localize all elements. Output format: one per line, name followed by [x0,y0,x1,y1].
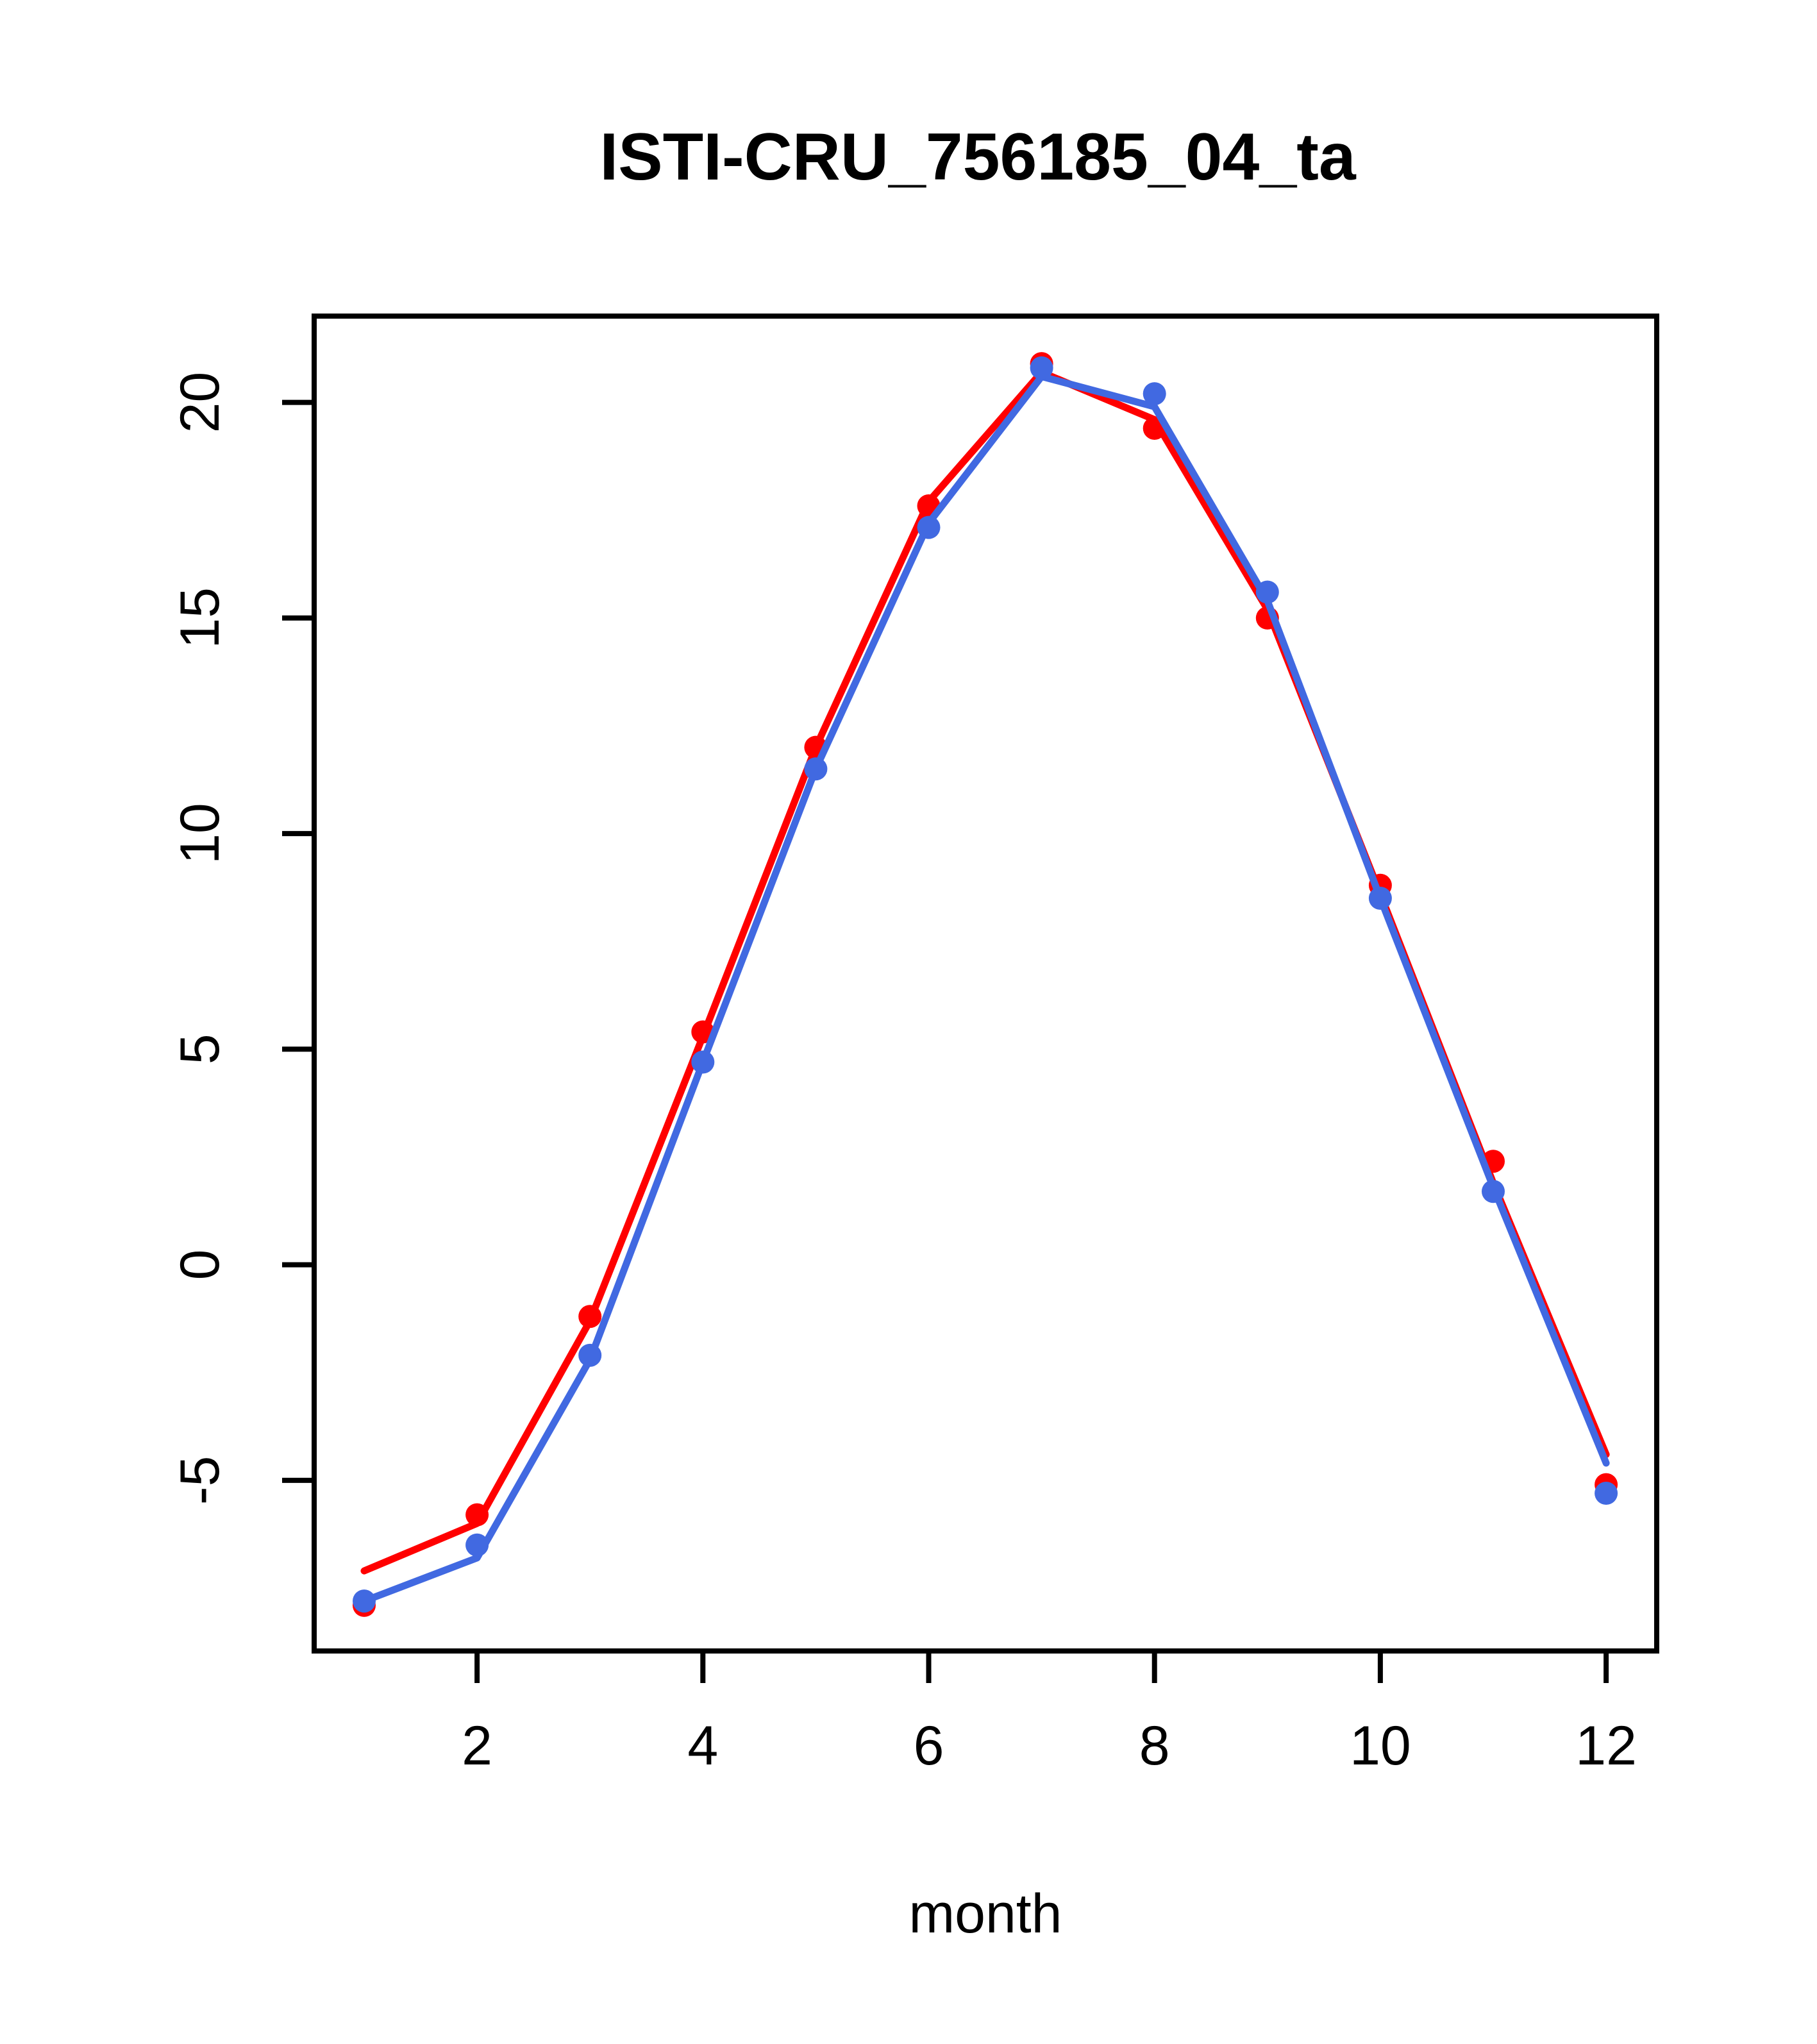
blue-points-marker [353,1589,376,1613]
x-tick-label: 10 [1350,1715,1411,1777]
y-tick-label: -5 [169,1456,231,1505]
y-tick-label: 5 [169,1034,231,1064]
blue-points-marker [1255,580,1279,604]
x-tick-label: 2 [462,1715,492,1777]
x-tick-label: 6 [914,1715,944,1777]
y-tick-label: 15 [169,587,231,649]
blue-points-marker [804,757,828,781]
chart-title: ISTI-CRU_756185_04_ta [599,120,1356,194]
x-axis-label: month [908,1883,1062,1945]
x-tick-label: 4 [687,1715,718,1777]
plot-border [312,314,1659,1654]
blue-points-marker [1595,1482,1618,1505]
y-tick-label: 10 [169,803,231,864]
blue-points-marker [465,1533,489,1557]
blue-points-marker [578,1343,602,1367]
blue-points-marker [1482,1180,1505,1203]
blue-points-marker [691,1050,715,1074]
blue-points-marker [1368,886,1392,910]
x-tick-label: 8 [1139,1715,1170,1777]
blue-line-series [360,373,1610,1605]
y-tick-label: 0 [169,1250,231,1280]
blue-points-marker [1030,356,1053,380]
y-tick-label: 20 [169,372,231,433]
red-line-series [360,369,1610,1575]
x-tick-label: 12 [1575,1715,1637,1777]
blue-points-marker [1143,382,1166,406]
blue-points-marker [917,515,941,539]
